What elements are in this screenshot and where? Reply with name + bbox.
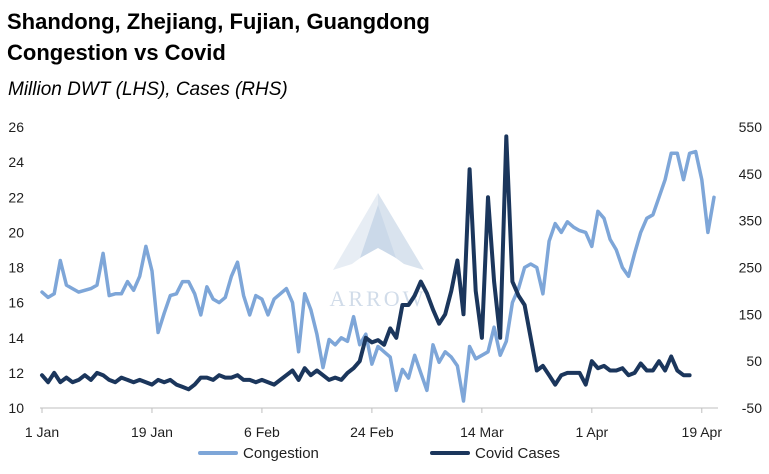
left-y-tick-label: 20 <box>8 224 24 240</box>
left-y-tick-label: 22 <box>8 189 24 205</box>
x-tick-label: 24 Feb <box>350 424 394 440</box>
chart-subtitle: Million DWT (LHS), Cases (RHS) <box>8 79 288 100</box>
x-tick-label: 1 Apr <box>575 424 608 440</box>
right-y-tick-label: -50 <box>742 400 762 416</box>
chart-title-line-2: Congestion vs Covid <box>7 40 226 65</box>
x-tick-label: 6 Feb <box>244 424 280 440</box>
x-tick-label: 14 Mar <box>460 424 504 440</box>
left-y-tick-label: 12 <box>8 365 24 381</box>
series-lines <box>40 134 716 403</box>
right-y-tick-label: 150 <box>739 306 763 322</box>
left-y-tick-label: 18 <box>8 260 24 276</box>
x-tick-label: 19 Apr <box>682 424 723 440</box>
legend-label-congestion: Congestion <box>243 445 319 462</box>
legend-label-covid-cases: Covid Cases <box>475 445 560 462</box>
series-line-congestion <box>40 149 716 403</box>
left-y-tick-label: 10 <box>8 400 24 416</box>
right-y-tick-label: 250 <box>739 260 763 276</box>
chart-title-line-1: Shandong, Zhejiang, Fujian, Guangdong <box>7 9 430 34</box>
x-tick-label: 19 Jan <box>131 424 173 440</box>
right-y-tick-label: 350 <box>739 213 763 229</box>
chart-legend: Congestion Covid Cases <box>198 445 560 462</box>
left-y-tick-label: 14 <box>8 330 24 346</box>
x-axis-ticks: 1 Jan 19 Jan 6 Feb 24 Feb 14 Mar 1 Apr 19 Apr <box>25 408 722 440</box>
series-line-covid-cases <box>40 134 692 392</box>
left-y-tick-label: 24 <box>8 154 24 170</box>
right-y-tick-label: 50 <box>746 353 762 369</box>
watermark-logo: ARROW <box>330 193 424 311</box>
x-tick-label: 1 Jan <box>25 424 59 440</box>
right-y-tick-label: 550 <box>739 119 763 135</box>
left-y-axis-ticks: 10 12 14 16 18 20 22 24 26 <box>8 119 24 416</box>
right-y-axis-ticks: -50 50 150 250 350 450 550 <box>739 119 763 416</box>
left-y-tick-label: 26 <box>8 119 24 135</box>
left-y-tick-label: 16 <box>8 295 24 311</box>
right-y-tick-label: 450 <box>739 166 763 182</box>
watermark-shape-center <box>360 205 396 258</box>
